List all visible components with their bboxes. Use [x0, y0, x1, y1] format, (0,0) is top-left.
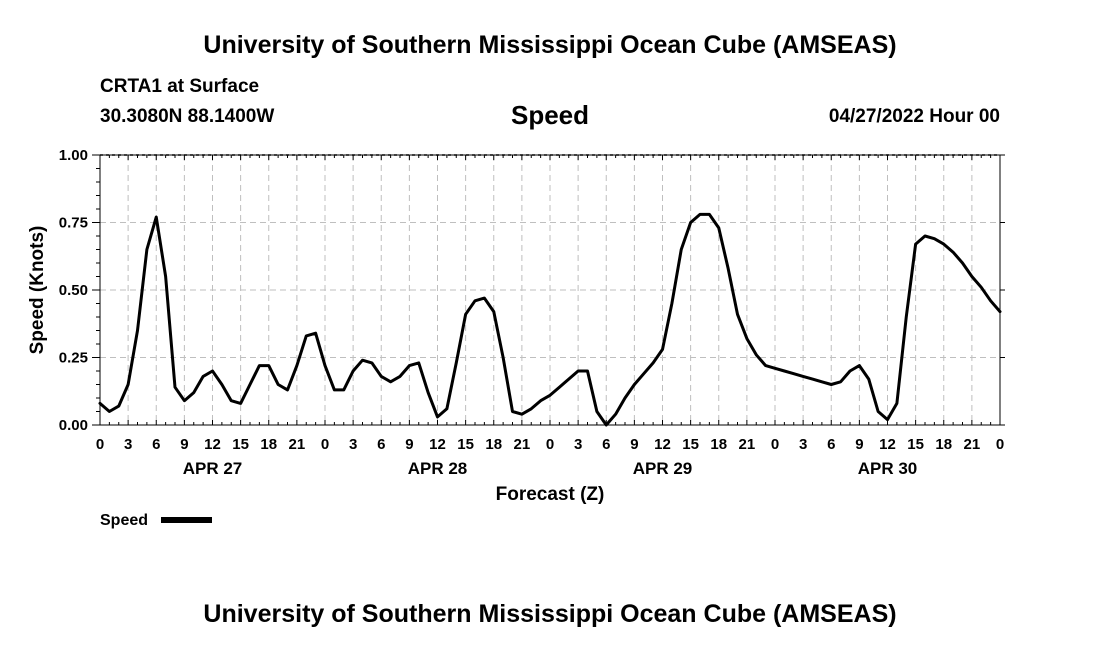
x-tick-label: 0	[96, 436, 104, 453]
y-tick-label: 1.00	[59, 147, 88, 164]
x-tick-label: 15	[232, 436, 249, 453]
footer-title: University of Southern Mississippi Ocean…	[203, 600, 897, 628]
x-tick-label: 9	[630, 436, 638, 453]
station-label: CRTA1 at Surface	[100, 76, 260, 97]
x-tick-label: 9	[405, 436, 413, 453]
legend-swatch	[161, 517, 212, 523]
date-label: APR 30	[858, 459, 918, 478]
date-label: APR 27	[183, 459, 243, 478]
date-label: APR 29	[633, 459, 693, 478]
x-tick-label: 0	[996, 436, 1004, 453]
x-tick-label: 6	[377, 436, 385, 453]
x-tick-label: 21	[964, 436, 981, 453]
chart-title: Speed	[510, 100, 590, 130]
x-tick-label: 12	[879, 436, 896, 453]
x-tick-label: 12	[654, 436, 671, 453]
x-tick-label: 0	[771, 436, 779, 453]
x-tick-label: 21	[514, 436, 531, 453]
x-tick-label: 3	[574, 436, 582, 453]
series-layer	[98, 212, 1002, 427]
x-tick-label: 15	[682, 436, 699, 453]
x-tick-label: 0	[546, 436, 554, 453]
x-tick-label: 21	[739, 436, 756, 453]
x-tick-label: 3	[124, 436, 132, 453]
x-tick-label: 6	[602, 436, 610, 453]
legend: Speed	[100, 512, 212, 529]
y-axis-label: Speed (Knots)	[27, 226, 48, 355]
x-tick-label: 15	[457, 436, 474, 453]
x-tick-label: 9	[180, 436, 188, 453]
y-tick-label: 0.50	[59, 282, 88, 299]
header-title: University of Southern Mississippi Ocean…	[203, 31, 897, 59]
y-tick-label: 0.75	[59, 215, 88, 232]
legend-label: Speed	[100, 512, 148, 529]
x-tick-label: 0	[321, 436, 329, 453]
x-tick-label: 3	[349, 436, 357, 453]
x-tick-label: 6	[152, 436, 160, 453]
y-tick-label: 0.25	[59, 350, 88, 367]
x-tick-label: 18	[710, 436, 727, 453]
x-tick-label: 21	[289, 436, 306, 453]
date-label: APR 28	[408, 459, 468, 478]
x-tick-label: 18	[260, 436, 277, 453]
grid	[100, 155, 1000, 425]
x-axis-label: Forecast (Z)	[496, 484, 605, 505]
x-tick-label: 12	[429, 436, 446, 453]
y-tick-label: 0.00	[59, 417, 88, 434]
series-line-speed	[98, 212, 1002, 427]
x-tick-label: 9	[855, 436, 863, 453]
x-tick-label: 18	[485, 436, 502, 453]
x-tick-label: 12	[204, 436, 221, 453]
axes: 0 3 6 9 12 15 18 21 0 3 6 9 12 15 18 21 0 3 6 9 12 15 18 21 0 3 6 9…	[59, 147, 1005, 478]
x-tick-label: 18	[935, 436, 952, 453]
x-tick-label: 15	[907, 436, 924, 453]
forecast-datetime: 04/27/2022 Hour 00	[828, 106, 1000, 127]
x-tick-label: 3	[799, 436, 807, 453]
x-tick-label: 6	[827, 436, 835, 453]
coordinates-label: 30.3080N 88.1400W	[100, 106, 275, 127]
